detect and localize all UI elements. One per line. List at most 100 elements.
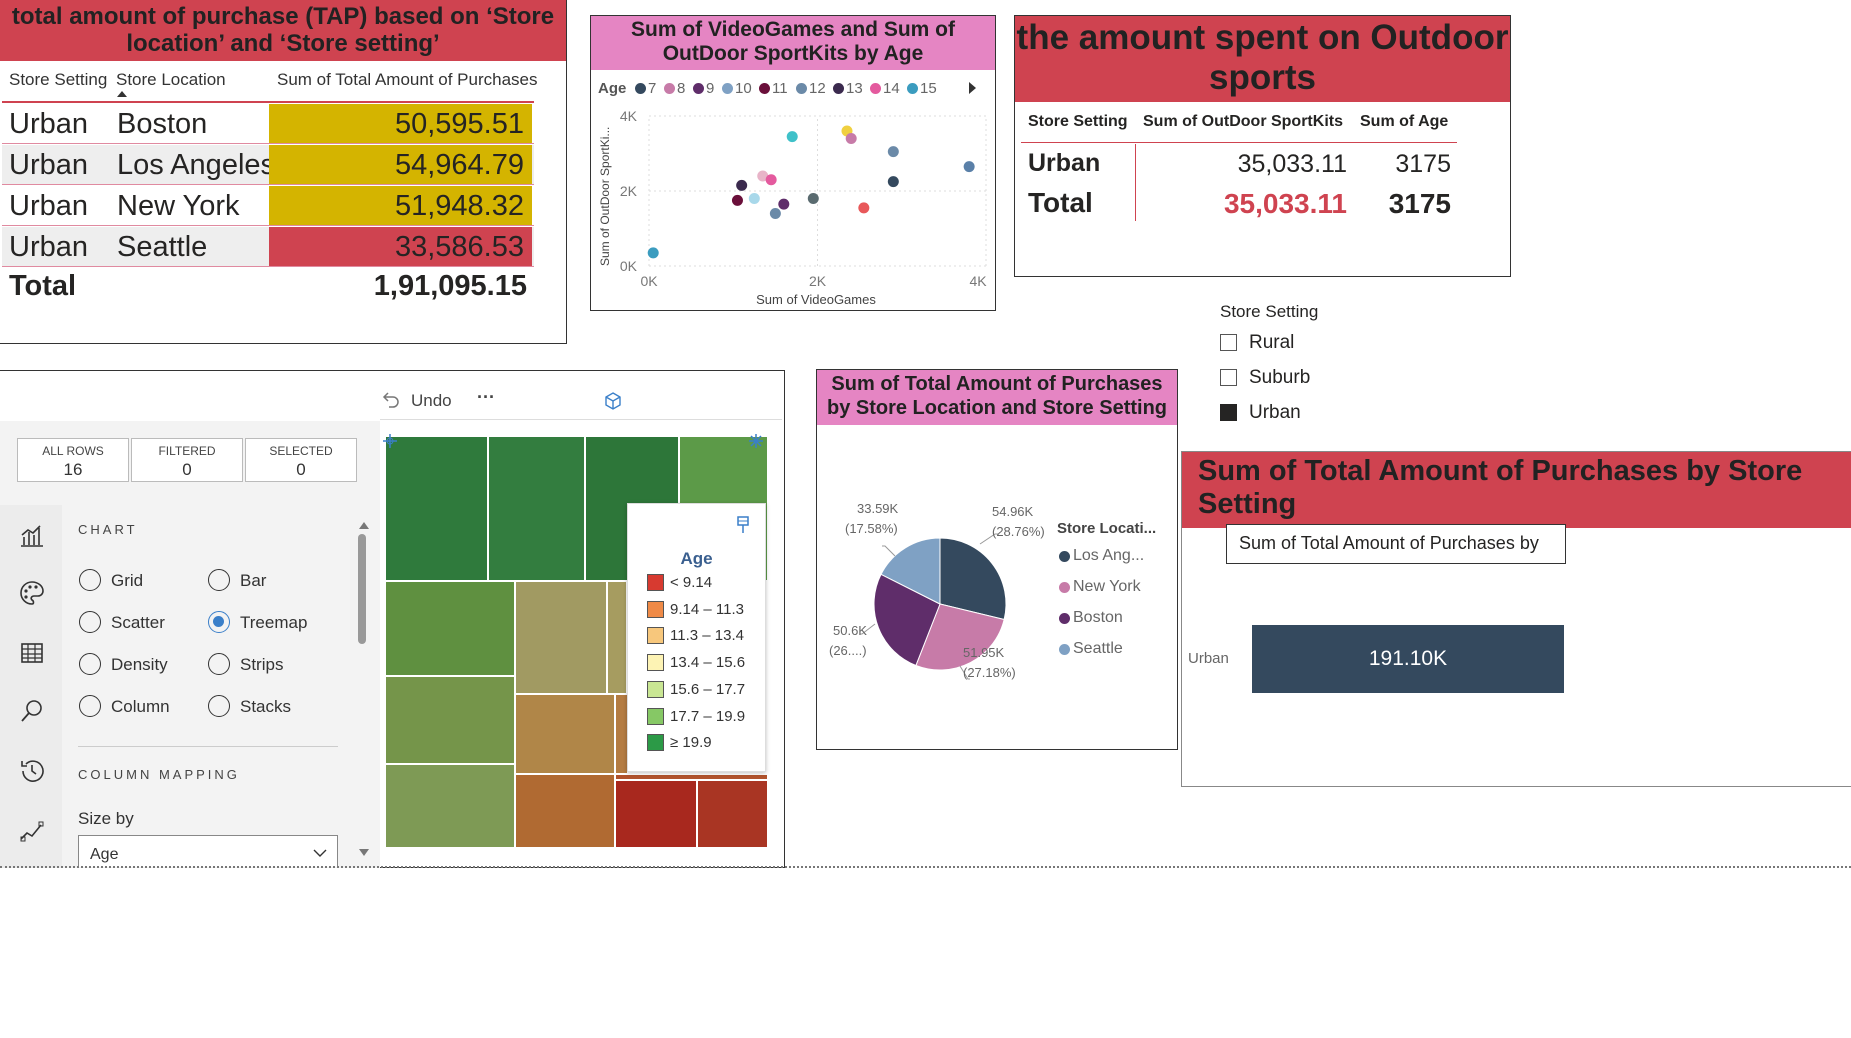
treemap-tile[interactable]: [385, 436, 488, 581]
treemap-tile[interactable]: [607, 581, 627, 694]
scatter-point[interactable]: [963, 161, 975, 173]
cube-icon[interactable]: [603, 391, 623, 411]
col-header-outdoor-sportkits[interactable]: Sum of OutDoor SportKits: [1143, 113, 1343, 130]
scatter-point[interactable]: [731, 194, 743, 206]
legend-next-icon[interactable]: [969, 82, 976, 94]
scroll-up-icon[interactable]: [359, 522, 369, 529]
treemap-tile[interactable]: [697, 780, 768, 848]
history-icon[interactable]: [18, 757, 46, 785]
count-box-selected[interactable]: SELECTED 0: [245, 438, 357, 482]
treemap-tile[interactable]: [385, 676, 515, 764]
table-row[interactable]: Urban Seattle 33,586.53: [2, 227, 534, 267]
chart-option-scatter[interactable]: Scatter: [79, 611, 199, 635]
chart-option-density[interactable]: Density: [79, 653, 199, 677]
table-row[interactable]: Urban Boston 50,595.51: [2, 104, 534, 144]
scatter-point[interactable]: [845, 133, 857, 144]
panel-scrollbar[interactable]: [358, 522, 369, 857]
scrollbar-thumb[interactable]: [358, 534, 366, 644]
pie-slice[interactable]: [880, 537, 941, 605]
pie-slice[interactable]: [939, 537, 1007, 621]
pie-legend-item[interactable]: Boston: [1059, 609, 1169, 629]
treemap-tile[interactable]: [515, 694, 615, 774]
scatter-visual[interactable]: Sum of VideoGames and Sum of OutDoor Spo…: [590, 15, 996, 311]
table-row[interactable]: Urban New York 51,948.32: [2, 186, 534, 226]
pie-chart-area[interactable]: [817, 426, 1057, 746]
treemap-legend-item[interactable]: 9.14 – 11.3: [647, 600, 762, 620]
bar-urban[interactable]: 191.10K: [1252, 625, 1564, 693]
col-header-store-setting[interactable]: Store Setting: [9, 70, 108, 89]
chart-option-treemap[interactable]: Treemap: [208, 611, 328, 635]
more-options-button[interactable]: ···: [477, 387, 495, 407]
tap-table-visual[interactable]: total amount of purchase (TAP) based on …: [0, 0, 567, 344]
treemap-tile[interactable]: [385, 581, 515, 676]
treemap-legend-item[interactable]: ≥ 19.9: [647, 733, 762, 753]
chart-option-column[interactable]: Column: [79, 695, 199, 719]
pie-slice[interactable]: [915, 603, 1005, 671]
checkbox[interactable]: [1220, 404, 1237, 421]
col-header-store-location[interactable]: Store Location: [116, 70, 226, 89]
radio-button[interactable]: [208, 569, 230, 591]
count-box-filtered[interactable]: FILTERED 0: [131, 438, 243, 482]
pin-icon[interactable]: [735, 515, 751, 535]
treemap-legend-item[interactable]: 15.6 – 17.7: [647, 680, 762, 700]
palette-icon[interactable]: [18, 579, 46, 607]
treemap-tile[interactable]: [515, 774, 615, 848]
table-row[interactable]: Urban Los Angeles 54,964.79: [2, 145, 534, 185]
chart-icon[interactable]: [18, 521, 46, 549]
move-handle-icon[interactable]: [382, 433, 398, 449]
treemap-tile[interactable]: [615, 780, 697, 848]
pie-legend-item[interactable]: Los Ang...: [1059, 547, 1169, 567]
scatter-point[interactable]: [736, 179, 748, 191]
scatter-point[interactable]: [858, 202, 870, 214]
checkbox[interactable]: [1220, 334, 1237, 351]
scatter-point[interactable]: [778, 198, 790, 210]
treemap-legend-item[interactable]: < 9.14: [647, 573, 762, 593]
treemap-custom-visual[interactable]: Undo ···: [0, 370, 785, 868]
size-by-dropdown[interactable]: Age: [78, 835, 338, 867]
treemap-legend[interactable]: Age < 9.14 9.14 – 11.3 11.3 – 13.4 13.4 – 1…: [627, 503, 766, 772]
outdoor-table-visual[interactable]: the amount spent on Outdoor sports Store…: [1014, 15, 1511, 277]
pie-legend-item[interactable]: New York: [1059, 578, 1169, 598]
scatter-point[interactable]: [765, 174, 777, 186]
chart-option-grid[interactable]: Grid: [79, 569, 199, 593]
treemap-tile[interactable]: [385, 764, 515, 848]
radio-button[interactable]: [208, 695, 230, 717]
scatter-point[interactable]: [887, 146, 899, 158]
treemap-legend-item[interactable]: 11.3 – 13.4: [647, 626, 762, 646]
scroll-down-icon[interactable]: [359, 849, 369, 856]
pie-visual[interactable]: Sum of Total Amount of Purchases by Stor…: [816, 369, 1178, 750]
pie-legend-item[interactable]: Seattle: [1059, 640, 1169, 660]
col-header-sum-purchases[interactable]: Sum of Total Amount of Purchases: [277, 70, 538, 89]
treemap-legend-item[interactable]: 13.4 – 15.6: [647, 653, 762, 673]
radio-button[interactable]: [79, 611, 101, 633]
pie-slice[interactable]: [873, 573, 941, 667]
col-header-store-setting[interactable]: Store Setting: [1028, 113, 1128, 130]
col-header-sum-age[interactable]: Sum of Age: [1360, 113, 1449, 130]
radio-button[interactable]: [79, 569, 101, 591]
scatter-point[interactable]: [769, 208, 781, 219]
treemap-tile[interactable]: [488, 436, 585, 581]
radio-button[interactable]: [208, 653, 230, 675]
scatter-point[interactable]: [757, 170, 769, 182]
undo-icon[interactable]: [382, 389, 400, 409]
snowflake-icon[interactable]: [748, 433, 764, 449]
chart-option-stacks[interactable]: Stacks: [208, 695, 328, 719]
scatter-point[interactable]: [807, 193, 819, 204]
scatter-point[interactable]: [647, 247, 659, 259]
table-icon[interactable]: [18, 639, 46, 667]
radio-button[interactable]: [208, 611, 230, 633]
slicer-item-urban[interactable]: Urban: [1220, 402, 1400, 426]
checkbox[interactable]: [1220, 369, 1237, 386]
treemap-tile[interactable]: [615, 774, 768, 780]
count-box-all-rows[interactable]: ALL ROWS 16: [17, 438, 129, 482]
treemap-legend-item[interactable]: 17.7 – 19.9: [647, 707, 762, 727]
undo-button[interactable]: Undo: [411, 391, 452, 410]
chart-option-strips[interactable]: Strips: [208, 653, 328, 677]
trend-icon[interactable]: [18, 817, 46, 845]
scatter-plot-area[interactable]: 0K 2K 4K 0K 2K 4K Sum of OutDoor SportKi... Sum…: [591, 106, 995, 310]
radio-button[interactable]: [79, 695, 101, 717]
treemap-tile[interactable]: [515, 581, 607, 694]
scatter-point[interactable]: [887, 176, 899, 188]
scatter-point[interactable]: [748, 193, 760, 204]
chart-option-bar[interactable]: Bar: [208, 569, 328, 593]
